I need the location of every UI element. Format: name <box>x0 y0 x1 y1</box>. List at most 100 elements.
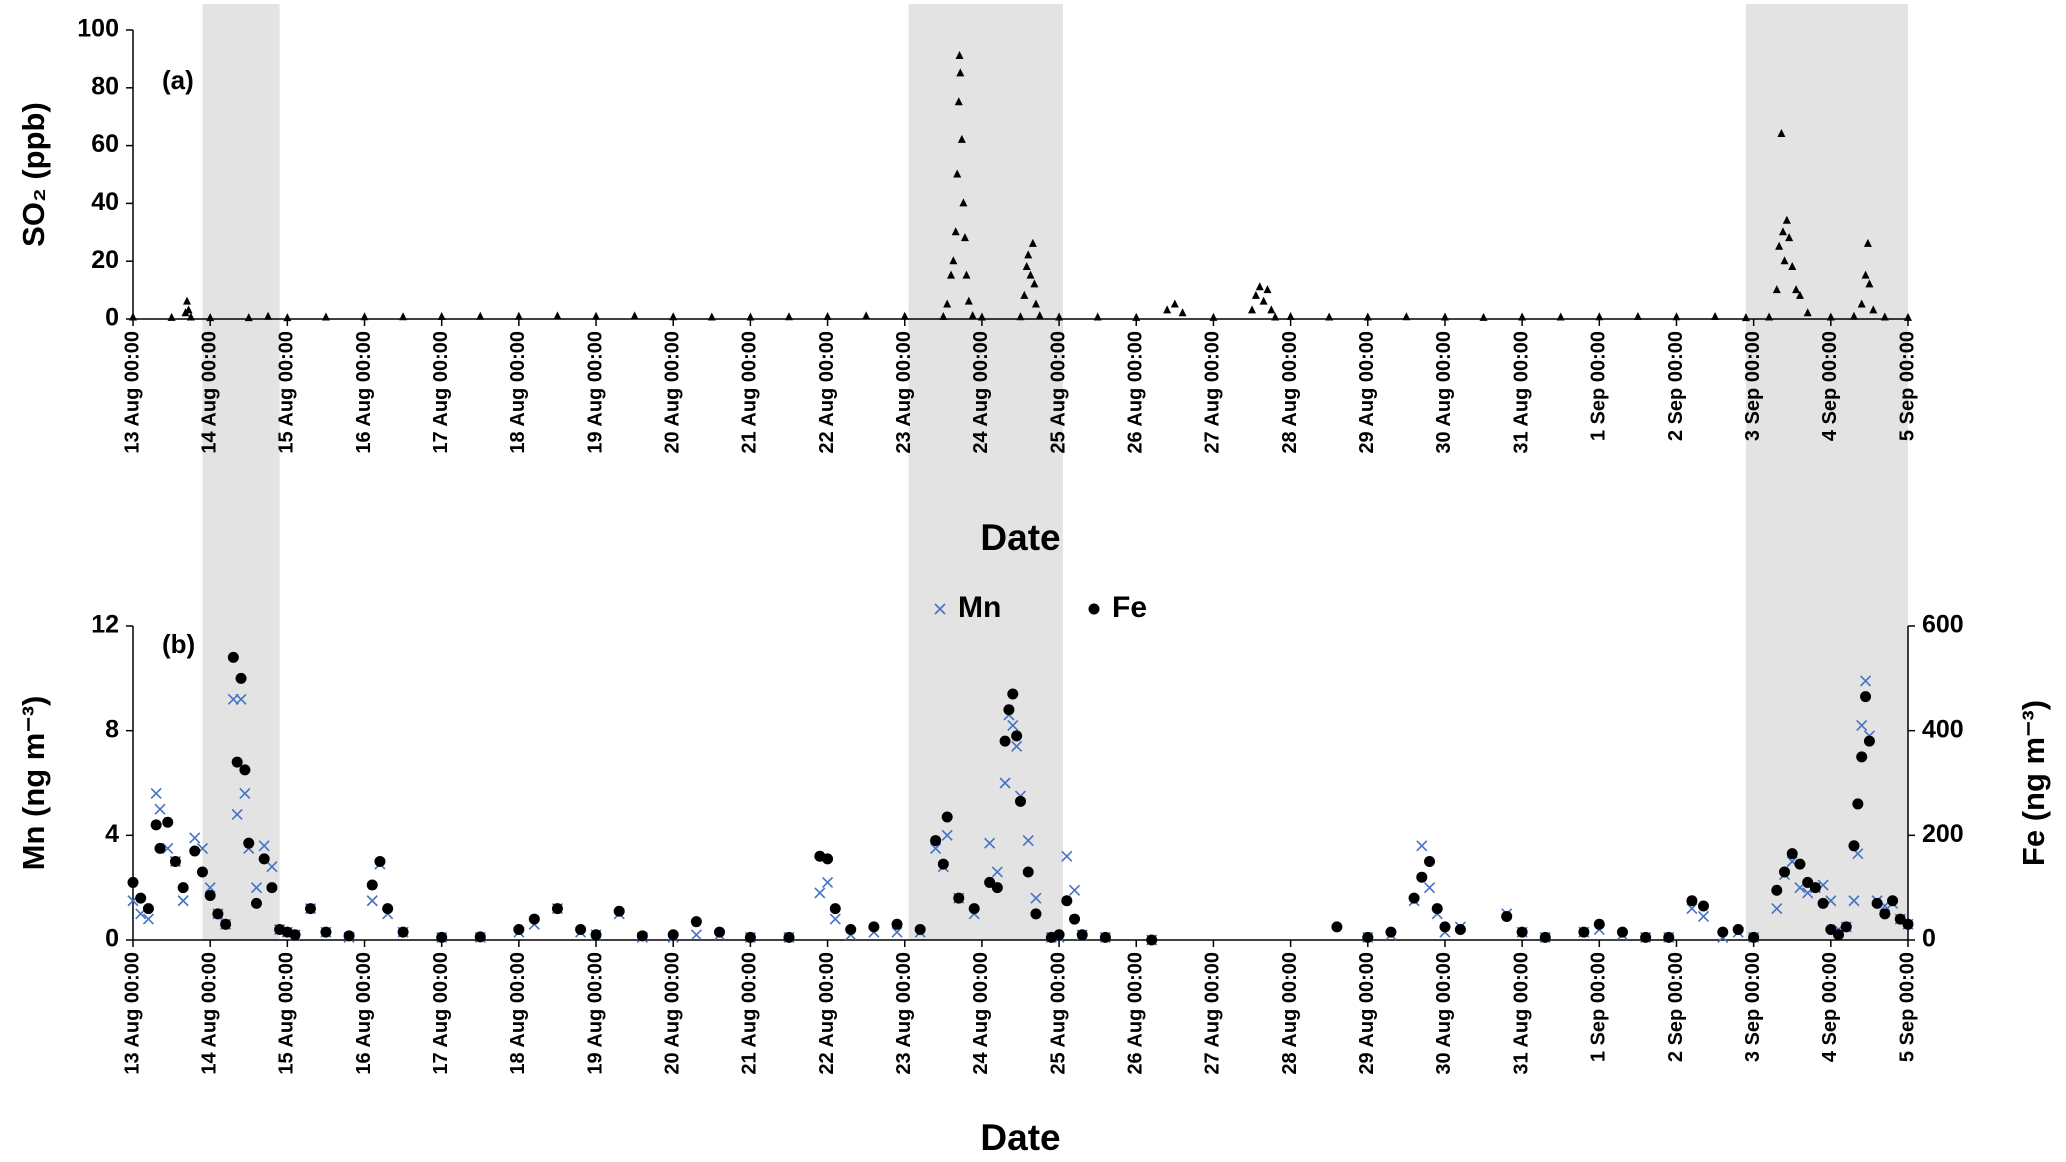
data-point <box>1030 279 1039 288</box>
data-point <box>1028 238 1037 247</box>
x-tick-label: 4 Sep 00:00 <box>1819 952 1841 1062</box>
data-point <box>941 829 953 841</box>
x-tick-label: 24 Aug 00:00 <box>970 331 992 454</box>
data-point <box>1263 285 1272 294</box>
x-tick-label: 13 Aug 00:00 <box>121 952 143 1075</box>
data-point <box>1595 312 1604 321</box>
data-point <box>951 227 960 236</box>
data-point <box>474 931 486 943</box>
data-point <box>783 931 795 943</box>
data-point <box>436 931 448 943</box>
data-point <box>243 837 255 849</box>
data-point <box>162 842 174 854</box>
data-point <box>977 312 986 321</box>
data-point <box>244 313 253 322</box>
data-point <box>1385 926 1397 938</box>
data-point <box>266 882 278 894</box>
data-point <box>1771 884 1783 896</box>
data-point <box>1777 129 1786 138</box>
data-point <box>382 903 394 915</box>
x-tick-label: 4 Sep 00:00 <box>1819 331 1841 441</box>
data-point <box>613 905 625 917</box>
data-point <box>891 926 903 938</box>
data-point <box>900 311 909 320</box>
data-point <box>930 842 942 854</box>
y-tick-label: 100 <box>77 15 119 43</box>
data-point <box>891 918 903 930</box>
data-point <box>1887 895 1899 907</box>
data-point <box>1076 929 1088 941</box>
data-point <box>1852 798 1864 810</box>
data-point <box>1578 926 1590 938</box>
data-point <box>707 312 716 321</box>
data-point <box>953 892 965 904</box>
data-point <box>289 929 301 941</box>
data-point <box>135 892 147 904</box>
data-point <box>1779 866 1791 878</box>
data-point <box>746 312 755 321</box>
data-point <box>183 296 192 305</box>
data-point <box>154 842 166 854</box>
data-point <box>1840 921 1852 933</box>
data-point <box>822 853 834 865</box>
data-point <box>821 876 834 888</box>
data-point <box>1363 312 1372 321</box>
data-point <box>939 311 948 320</box>
data-point <box>1809 882 1821 894</box>
data-point <box>177 895 189 907</box>
data-point <box>868 921 880 933</box>
data-point <box>954 97 963 106</box>
data-point <box>184 305 193 314</box>
data-point <box>1860 691 1872 703</box>
x-tick-label: 18 Aug 00:00 <box>507 952 529 1075</box>
data-point <box>437 311 446 320</box>
data-point <box>630 311 639 320</box>
data-point <box>162 816 174 828</box>
data-point <box>968 903 980 915</box>
data-point <box>1817 897 1829 909</box>
data-point <box>1518 312 1527 321</box>
data-point <box>343 930 355 942</box>
data-point <box>1440 312 1449 321</box>
y-tick-label: 0 <box>105 925 119 953</box>
x-tick-label: 20 Aug 00:00 <box>661 952 683 1075</box>
data-point <box>956 68 965 77</box>
data-point <box>1748 931 1760 943</box>
data-point <box>1015 795 1026 807</box>
data-point <box>1785 233 1794 242</box>
data-point <box>1061 850 1073 862</box>
y-tick-label: 0 <box>105 304 119 332</box>
data-point <box>1663 931 1675 943</box>
data-point <box>964 296 973 305</box>
data-point <box>1788 261 1797 270</box>
data-point <box>250 897 262 909</box>
data-point <box>1741 313 1750 322</box>
data-point <box>1833 929 1845 941</box>
data-point <box>1416 871 1428 883</box>
legend-label: Fe <box>1112 591 1147 624</box>
x-tick-label: 5 Sep 00:00 <box>1896 952 1918 1062</box>
data-point <box>239 764 251 776</box>
x-tick-label: 22 Aug 00:00 <box>816 952 838 1075</box>
y-axis-title: Mn (ng m⁻³) <box>16 696 51 871</box>
data-point <box>1431 903 1443 915</box>
data-point <box>714 926 726 938</box>
data-point <box>235 672 247 684</box>
data-point <box>1362 931 1374 943</box>
x-tick-label: 22 Aug 00:00 <box>816 331 838 454</box>
data-point <box>258 840 270 852</box>
data-point <box>1022 866 1034 878</box>
data-point <box>1803 308 1812 317</box>
data-point <box>204 890 216 902</box>
x-tick-label: 2 Sep 00:00 <box>1665 952 1687 1062</box>
data-point <box>1825 924 1837 936</box>
y2-tick-label: 200 <box>1922 820 1964 848</box>
data-point <box>744 931 756 943</box>
data-point <box>1686 895 1698 907</box>
data-point <box>1024 250 1033 259</box>
data-point <box>1069 913 1081 925</box>
data-point <box>1556 312 1565 321</box>
data-point <box>154 803 166 815</box>
data-point <box>1794 858 1806 870</box>
